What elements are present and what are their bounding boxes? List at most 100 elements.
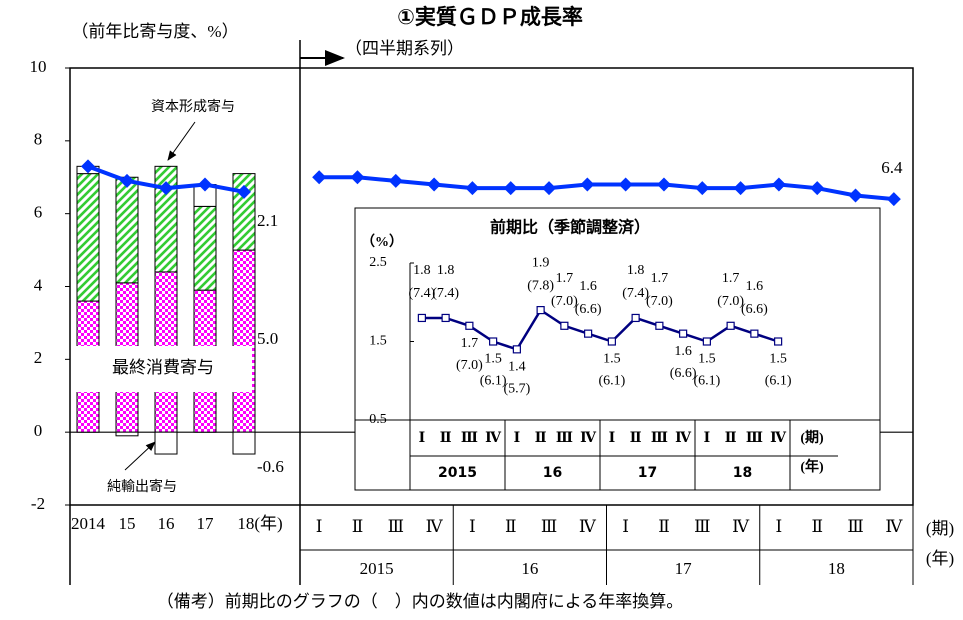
year-label: 16 <box>521 559 538 578</box>
quarter-label: Ⅱ <box>725 431 737 446</box>
unit-label: (期) <box>926 519 954 538</box>
quarter-label: Ⅱ <box>505 517 517 536</box>
annualized-label: (6.1) <box>480 374 507 389</box>
point <box>750 329 759 338</box>
data-label: 1.7 <box>556 271 574 286</box>
annualized-label: (6.6) <box>575 302 602 317</box>
bar-segment <box>115 431 139 437</box>
quarter-label: Ⅱ <box>658 517 670 536</box>
point <box>542 181 557 196</box>
arrow <box>167 121 196 161</box>
point <box>159 181 173 196</box>
data-label: 1.5 <box>603 352 621 367</box>
point <box>81 159 95 174</box>
unit-label: (年) <box>926 549 954 568</box>
bar-segment <box>232 431 256 455</box>
quarter-label: Ⅳ <box>885 517 903 536</box>
quarter-label: Ⅰ <box>776 517 783 536</box>
annualized-label: (7.4) <box>622 286 649 301</box>
x-tick-label: 18(年) <box>237 514 282 533</box>
point <box>726 321 735 330</box>
quarter-label: Ⅲ <box>746 431 763 446</box>
data-label: 1.6 <box>674 344 692 359</box>
chart-subtitle: （四半期系列） <box>345 39 464 58</box>
x-tick-label: 16 <box>158 514 175 533</box>
y-tick-label: 0 <box>34 421 43 440</box>
inset-frame <box>354 207 881 491</box>
annualized-label: (7.4) <box>432 286 459 301</box>
annualized-label: (7.0) <box>717 294 744 309</box>
gdp-line <box>319 175 895 202</box>
bar-segment <box>154 431 178 455</box>
y-tick-label: 1.5 <box>369 334 387 349</box>
quarter-label: Ⅰ <box>622 517 629 536</box>
inset-line <box>421 308 779 351</box>
point <box>733 181 748 196</box>
data-label: 1.5 <box>484 352 502 367</box>
quarter-label: Ⅰ <box>419 431 426 446</box>
point <box>607 337 616 346</box>
quarter-label: Ⅲ <box>556 431 573 446</box>
y-tick-label: -2 <box>31 494 45 513</box>
point <box>679 329 688 338</box>
quarter-label: Ⅱ <box>535 431 547 446</box>
y-tick-label: 10 <box>30 57 47 76</box>
data-label: 1.6 <box>746 279 764 294</box>
data-label: 5.0 <box>257 329 278 348</box>
annualized-label: (5.7) <box>503 382 530 397</box>
point <box>465 321 474 330</box>
point <box>584 329 593 338</box>
quarter-label: Ⅲ <box>388 517 404 536</box>
data-label: 1.5 <box>698 352 716 367</box>
data-label: 1.7 <box>651 271 669 286</box>
point <box>312 170 327 185</box>
point <box>774 337 783 346</box>
point <box>631 313 640 323</box>
point <box>656 177 671 192</box>
quarter-label: Ⅳ <box>485 431 502 446</box>
point <box>489 337 498 346</box>
data-label: 1.4 <box>508 360 526 375</box>
data-label: 2.1 <box>257 211 278 230</box>
data-label: 1.7 <box>461 336 479 351</box>
point <box>237 184 251 199</box>
quarter-label: Ⅲ <box>694 517 710 536</box>
quarter-label: Ⅲ <box>651 431 668 446</box>
label-box <box>74 346 252 392</box>
point <box>503 181 518 196</box>
data-label: 1.9 <box>532 255 550 270</box>
annotation: 資本形成寄与 <box>151 98 235 115</box>
y-tick-label: 4 <box>34 275 43 294</box>
point <box>618 177 633 192</box>
y-axis-label: （前年比寄与度、%） <box>71 22 238 41</box>
quarter-label: Ⅳ <box>675 431 692 446</box>
annualized-label: (6.6) <box>670 366 697 381</box>
note: （備考）前期比のグラフの（ ）内の数値は内閣府による年率換算。 <box>157 592 684 611</box>
bar-segment <box>232 249 256 433</box>
annualized-label: (7.4) <box>408 286 435 301</box>
point <box>536 306 545 315</box>
quarter-label: Ⅱ <box>811 517 823 536</box>
point <box>886 192 901 207</box>
inset-y-label: （%） <box>361 234 403 250</box>
quarter-label: Ⅰ <box>469 517 476 536</box>
year-label: 17 <box>675 559 693 578</box>
point <box>388 173 403 188</box>
quarter-label: Ⅳ <box>426 517 444 536</box>
x-tick-label: 2014 <box>71 514 106 533</box>
annualized-label: (6.1) <box>693 374 720 389</box>
point <box>702 337 711 346</box>
data-label: 1.7 <box>722 271 740 286</box>
annualized-label: (6.1) <box>598 374 625 389</box>
annualized-label: (7.8) <box>527 278 554 293</box>
point <box>655 321 664 330</box>
quarter-label: Ⅰ <box>704 431 711 446</box>
chart-title: ①実質ＧＤＰ成長率 <box>397 5 583 29</box>
point <box>695 181 710 196</box>
data-label: 1.8 <box>413 263 431 278</box>
quarter-label: Ⅲ <box>847 517 863 536</box>
point <box>560 321 569 330</box>
bar-segment <box>193 205 217 291</box>
year-label: 17 <box>638 465 657 481</box>
